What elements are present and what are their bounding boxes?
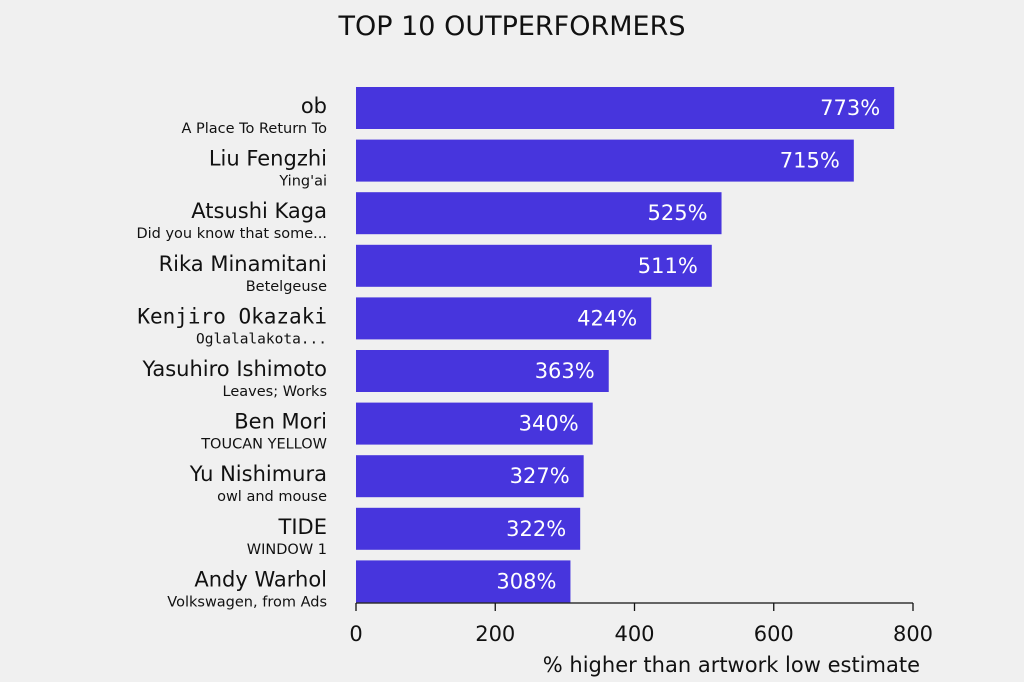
bar-value-label: 363% bbox=[535, 359, 595, 383]
x-tick-label: 0 bbox=[349, 622, 362, 646]
x-tick-label: 800 bbox=[893, 622, 933, 646]
artwork-label: Leaves; Works bbox=[223, 384, 327, 400]
bar-value-label: 322% bbox=[506, 517, 566, 541]
artist-label: Yu Nishimura bbox=[189, 462, 327, 486]
bar-value-label: 308% bbox=[496, 569, 556, 593]
artist-label: TIDE bbox=[278, 515, 327, 539]
bar-value-label: 511% bbox=[638, 254, 698, 278]
bar-group: 340% Ben Mori TOUCAN YELLOW bbox=[200, 402, 593, 453]
bar-group: 511% Rika Minamitani Betelgeuse bbox=[159, 244, 712, 295]
artist-label: Rika Minamitani bbox=[159, 252, 327, 276]
bar bbox=[356, 560, 571, 603]
x-axis-label: % higher than artwork low estimate bbox=[543, 653, 920, 677]
artist-label: Andy Warhol bbox=[194, 567, 327, 591]
bar-group: 424% Kenjiro Okazaki Oglalalakota... bbox=[137, 297, 652, 347]
bar-value-label: 340% bbox=[519, 412, 579, 436]
x-tick-label: 600 bbox=[754, 622, 794, 646]
bar bbox=[356, 139, 854, 182]
bar bbox=[356, 192, 722, 235]
bar bbox=[356, 297, 652, 340]
artwork-label: owl and mouse bbox=[217, 489, 327, 505]
bar-value-label: 327% bbox=[510, 464, 570, 488]
bar-value-label: 773% bbox=[820, 96, 880, 120]
bar-group: 308% Andy Warhol Volkswagen, from Ads bbox=[167, 560, 571, 610]
bar-group: 525% Atsushi Kaga Did you know that some..… bbox=[136, 192, 722, 242]
bar bbox=[356, 87, 895, 129]
x-tick-label: 200 bbox=[475, 622, 515, 646]
x-axis: 0 200 400 600 800 bbox=[349, 602, 933, 646]
artwork-label: Did you know that some... bbox=[136, 226, 327, 242]
artwork-label: TOUCAN YELLOW bbox=[200, 437, 327, 453]
bar-group: 773% ob A Place To Return To bbox=[181, 87, 895, 137]
artwork-label: Volkswagen, from Ads bbox=[167, 594, 327, 610]
bar-value-label: 525% bbox=[647, 201, 707, 225]
bar bbox=[356, 507, 581, 550]
bar-group: 322% TIDE WINDOW 1 bbox=[247, 507, 581, 558]
artwork-label: A Place To Return To bbox=[181, 121, 327, 137]
bar bbox=[356, 350, 609, 392]
chart-title: TOP 10 OUTPERFORMERS bbox=[338, 11, 686, 42]
bar-group: 715% Liu Fengzhi Ying'ai bbox=[209, 139, 854, 190]
artist-label: ob bbox=[301, 94, 327, 118]
bar-value-label: 715% bbox=[780, 149, 840, 173]
bar-value-label: 424% bbox=[577, 306, 637, 330]
x-tick-label: 400 bbox=[614, 622, 654, 646]
artist-label: Liu Fengzhi bbox=[209, 147, 327, 171]
bar bbox=[356, 455, 584, 498]
bar bbox=[356, 402, 593, 445]
artist-label: Kenjiro Okazaki bbox=[137, 304, 327, 328]
artist-label: Ben Mori bbox=[234, 410, 327, 434]
bar bbox=[356, 244, 712, 287]
bar-group: 327% Yu Nishimura owl and mouse bbox=[189, 455, 584, 505]
artwork-label: Ying'ai bbox=[278, 174, 327, 190]
artwork-label: WINDOW 1 bbox=[247, 542, 327, 558]
artwork-label: Oglalalakota... bbox=[196, 331, 327, 347]
bar-group: 363% Yasuhiro Ishimoto Leaves; Works bbox=[141, 350, 609, 400]
artist-label: Yasuhiro Ishimoto bbox=[141, 357, 327, 381]
bars-layer: 773% ob A Place To Return To 715% Liu Fengzh… bbox=[136, 87, 895, 610]
artist-label: Atsushi Kaga bbox=[191, 199, 327, 223]
artwork-label: Betelgeuse bbox=[246, 279, 327, 295]
